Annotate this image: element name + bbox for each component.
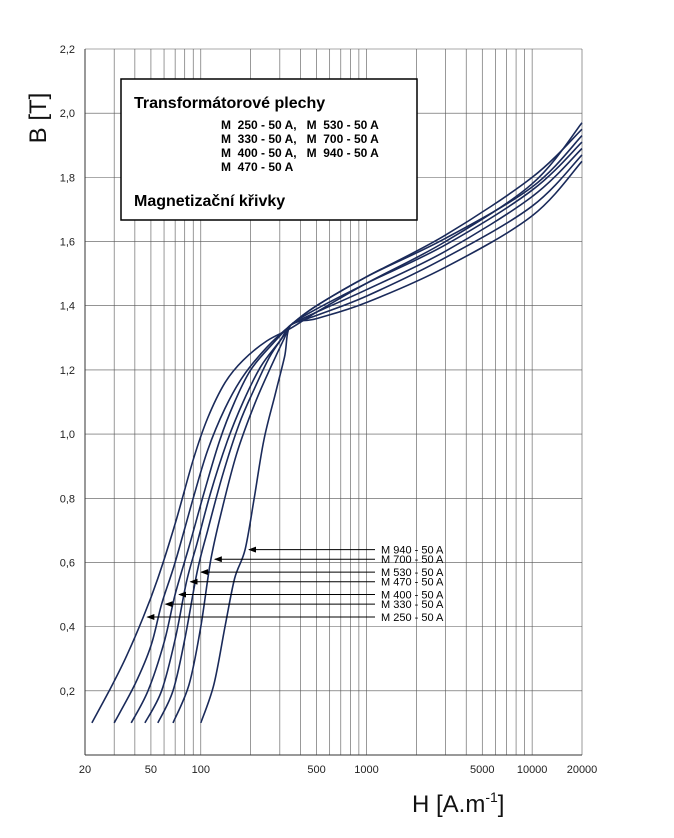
- y-tick-label: 0,4: [60, 622, 75, 634]
- legend-line: M 250 - 50 A, M 530 - 50 A: [221, 118, 379, 132]
- callout-label: M 940 - 50 A: [381, 545, 444, 557]
- legend-line: M 400 - 50 A, M 940 - 50 A: [221, 146, 379, 160]
- y-tick-label: 1,6: [60, 237, 75, 249]
- tick-labels: 0,2 0,4 0,6 0,8 1,0 1,2 1,4 1,6 1,8 2,0 2,2 20 50 100…: [60, 44, 598, 776]
- series-line: [91, 122, 583, 724]
- legend-line: M 330 - 50 A, M 700 - 50 A: [221, 132, 379, 146]
- series-line: [113, 128, 583, 724]
- x-axis-label-superscript: -1: [485, 789, 498, 805]
- y-tick-label: 0,6: [60, 557, 75, 569]
- x-tick-label: 100: [192, 764, 210, 776]
- legend-box-frame: [120, 78, 418, 221]
- y-tick-label: 2,2: [60, 44, 75, 56]
- x-tick-label: 50: [145, 764, 157, 776]
- series-line: [157, 147, 583, 724]
- y-tick-label: 0,2: [60, 686, 75, 698]
- callout-label: M 470 - 50 A: [381, 577, 444, 589]
- callout-label: M 330 - 50 A: [381, 599, 444, 611]
- x-tick-label: 500: [307, 764, 325, 776]
- x-tick-label: 5000: [470, 764, 494, 776]
- series-line: [144, 141, 583, 724]
- y-tick-label: 0,8: [60, 493, 75, 505]
- series-line: [200, 160, 583, 724]
- y-axis-label: B [T]: [25, 93, 52, 144]
- callout-group: M 940 - 50 AM 700 - 50 AM 530 - 50 AM 47…: [146, 545, 444, 624]
- series-line: [130, 135, 583, 724]
- x-tick-label: 1000: [354, 764, 378, 776]
- legend-subtitle: Magnetizační křivky: [134, 193, 285, 210]
- callout-label: M 700 - 50 A: [381, 554, 444, 566]
- callout-label: M 250 - 50 A: [381, 612, 444, 624]
- y-tick-label: 2,0: [60, 108, 75, 120]
- callout-label: M 400 - 50 A: [381, 590, 444, 602]
- legend-line: M 470 - 50 A: [221, 160, 294, 174]
- x-tick-label: 20: [79, 764, 91, 776]
- legend-box: Transformátorové plechy M 250 - 50 A, M …: [120, 78, 418, 221]
- y-tick-label: 1,0: [60, 429, 75, 441]
- series-line: [172, 154, 583, 724]
- y-tick-label: 1,2: [60, 365, 75, 377]
- legend-title: Transformátorové plechy: [134, 95, 325, 112]
- x-tick-label: 20000: [567, 764, 598, 776]
- x-axis-label-close: ]: [498, 791, 505, 818]
- curve-group: [91, 122, 583, 724]
- y-tick-label: 1,8: [60, 172, 75, 184]
- x-axis-label-main: H [A.m: [412, 791, 485, 818]
- x-tick-label: 10000: [517, 764, 548, 776]
- y-tick-label: 1,4: [60, 301, 75, 313]
- axis-frame: [84, 49, 582, 756]
- callout-label: M 530 - 50 A: [381, 567, 444, 579]
- x-axis-label: H [A.m-1]: [412, 789, 504, 818]
